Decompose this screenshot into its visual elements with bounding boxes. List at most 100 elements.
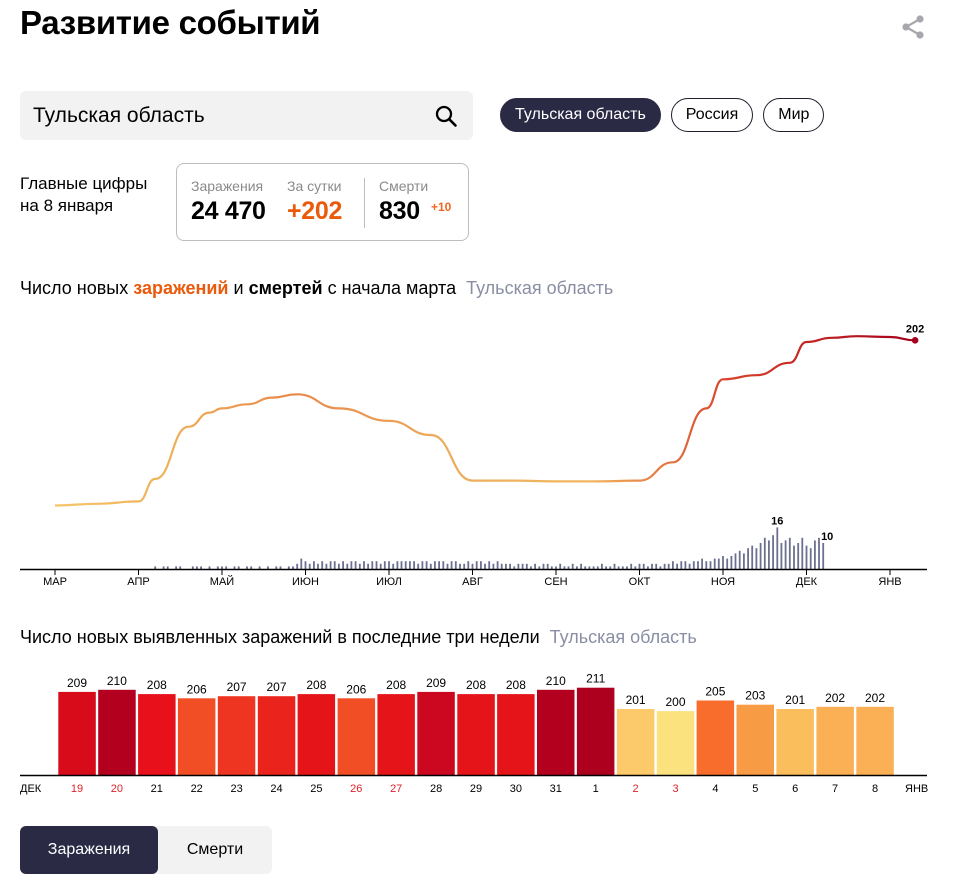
death-bar [488, 561, 491, 569]
death-bar [375, 561, 378, 569]
bar-day-label: 8 [872, 783, 878, 795]
death-bar [329, 561, 332, 569]
death-bar [525, 563, 528, 569]
day-bar [537, 689, 575, 775]
bar-day-label: 28 [430, 783, 442, 795]
day-bar [297, 694, 336, 775]
death-bar [258, 566, 261, 569]
deaths-peak-label: 16 [771, 515, 783, 527]
bar-day-label: 19 [71, 783, 83, 795]
death-bar [354, 561, 357, 569]
stat-daily: За сутки +202 [287, 178, 342, 226]
bar-value-label: 210 [546, 674, 566, 688]
death-bar [759, 543, 762, 569]
search-input[interactable] [33, 91, 423, 140]
death-bar [509, 563, 511, 569]
death-bar [550, 566, 553, 569]
day-bar [616, 709, 655, 775]
day-bar [856, 706, 894, 775]
search-box [20, 91, 473, 140]
death-bar [793, 545, 795, 569]
death-bar [521, 563, 524, 569]
death-bar [609, 566, 612, 569]
bar-value-label: 208 [506, 678, 526, 692]
bar-value-label: 209 [67, 676, 87, 690]
death-bar [496, 561, 499, 569]
share-icon[interactable] [900, 14, 926, 40]
death-bar [634, 566, 637, 569]
x-tick-label: СЕН [544, 576, 567, 588]
death-bar [538, 566, 541, 569]
chart2-month-start: ДЕК [20, 783, 42, 795]
search-icon[interactable] [434, 104, 458, 128]
chart2-heading-text: Число новых выявленных заражений в после… [20, 627, 540, 647]
x-tick-label: ИЮН [292, 576, 319, 588]
main-figures-line1: Главные цифры [20, 174, 148, 193]
bar-value-label: 201 [785, 693, 805, 707]
death-bar [680, 561, 683, 569]
day-bar [696, 700, 735, 775]
bar-day-label: 3 [672, 783, 678, 795]
death-bar [338, 563, 340, 569]
death-bar [505, 563, 507, 569]
death-bar [275, 566, 278, 569]
x-tick-label: ИЮЛ [376, 576, 402, 588]
death-bar [651, 563, 653, 569]
death-bar [350, 561, 353, 569]
death-bar [513, 566, 516, 569]
chart2-month-end: ЯНВ [905, 783, 928, 795]
chart-mode-toggle: Заражения Смерти [20, 826, 272, 874]
bar-day-label: 30 [510, 783, 522, 795]
death-bar [726, 558, 729, 569]
death-bar [371, 561, 374, 569]
toggle-infections-button[interactable]: Заражения [20, 826, 158, 874]
bar-value-label: 206 [346, 682, 366, 696]
day-bar [177, 698, 216, 775]
death-bar [363, 561, 365, 569]
bar-day-label: 31 [550, 783, 562, 795]
chart1-heading-part1: Число новых [20, 278, 134, 298]
death-bar [154, 566, 157, 569]
death-bar [471, 563, 474, 569]
infections-end-marker [911, 337, 919, 344]
bar-day-label: 4 [712, 783, 718, 795]
death-bar [734, 553, 737, 569]
chart1-heading-region: Тульская область [466, 278, 614, 298]
death-bar [425, 561, 428, 569]
death-bar [208, 566, 211, 569]
bar-value-label: 211 [586, 672, 605, 686]
chart2-heading: Число новых выявленных заражений в после… [20, 627, 697, 648]
day-bar [656, 711, 695, 775]
stat-daily-label: За сутки [287, 178, 342, 194]
death-bar [647, 566, 649, 569]
death-bar [383, 561, 386, 569]
bar-day-label: 1 [593, 783, 599, 795]
death-bar [237, 566, 240, 569]
death-bar [588, 566, 591, 569]
toggle-deaths-button[interactable]: Смерти [186, 841, 244, 858]
stat-deaths: Смерти 830 +10 [379, 178, 451, 226]
death-bar [500, 563, 503, 569]
bar-day-label: 24 [270, 783, 282, 795]
bar-value-label: 210 [107, 674, 127, 688]
death-bar [822, 543, 825, 569]
region-chip-tula[interactable]: Тульская область [500, 98, 661, 132]
death-bar [450, 561, 453, 569]
death-bar [367, 563, 369, 569]
region-chip-russia[interactable]: Россия [670, 98, 754, 132]
bar-value-label: 201 [626, 693, 646, 707]
x-tick-label: АПР [127, 576, 149, 588]
death-bar [413, 561, 415, 569]
death-bar [358, 563, 361, 569]
bar-value-label: 208 [306, 678, 326, 692]
death-bar [818, 537, 820, 569]
death-bar [467, 561, 470, 569]
x-tick-label: МАЙ [210, 575, 234, 588]
chart1-heading-deaths: смертей [248, 278, 323, 298]
death-bar [287, 566, 290, 569]
death-bar [697, 561, 699, 569]
death-bar [400, 561, 403, 569]
bar-day-label: 23 [230, 783, 242, 795]
death-bar [776, 527, 779, 569]
region-chip-world[interactable]: Мир [763, 98, 825, 132]
